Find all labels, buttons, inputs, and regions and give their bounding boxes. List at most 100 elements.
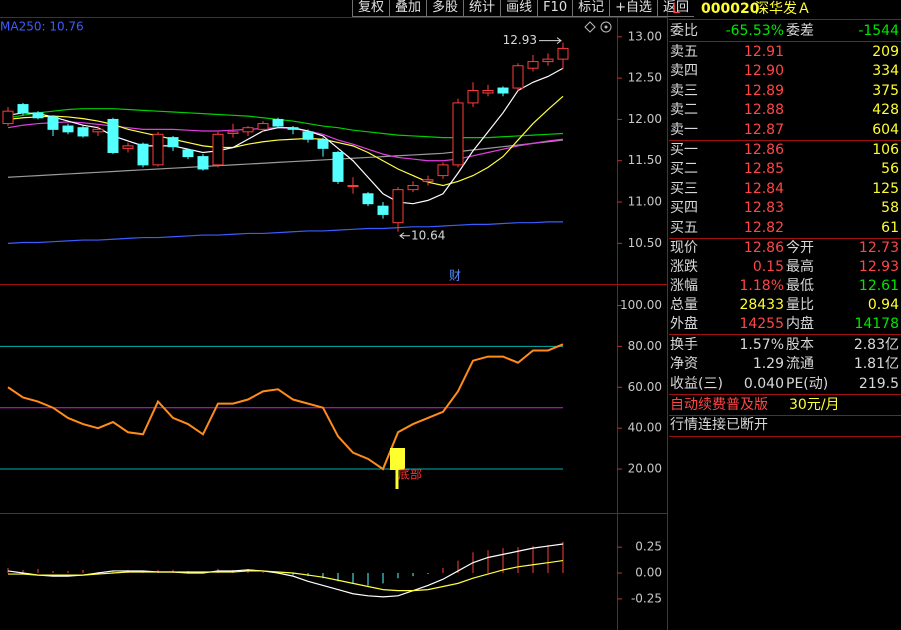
label: 卖一 <box>670 121 698 138</box>
y-tick-label: 20.00 <box>628 462 662 476</box>
series-line <box>7 543 564 598</box>
toolbar-button[interactable]: 统计 <box>463 0 501 17</box>
separator <box>669 415 901 416</box>
toolbar-button[interactable]: 标记 <box>572 0 610 17</box>
candle-body <box>527 61 539 69</box>
candle-body <box>542 58 554 63</box>
separator <box>669 140 901 141</box>
y-tick-label: 11.50 <box>628 153 662 167</box>
price: 12.85 <box>743 161 784 177</box>
candle-body <box>212 133 224 166</box>
series-line <box>7 221 563 244</box>
value: 2.83亿 <box>853 336 899 353</box>
price: 12.90 <box>743 63 784 79</box>
value: 0.94 <box>867 297 899 314</box>
candle-body <box>437 164 449 177</box>
candle-body <box>407 185 419 191</box>
toolbar-button[interactable]: 返回 <box>657 0 695 17</box>
icon[interactable] <box>584 21 596 33</box>
value: -65.53% <box>725 22 784 39</box>
volume: 334 <box>872 63 899 79</box>
high-label: 12.93 <box>503 33 537 47</box>
label: 最高 <box>786 258 814 275</box>
toolbar-button[interactable]: +自选 <box>609 0 658 17</box>
toolbar-button[interactable]: 复权 <box>352 0 390 17</box>
candle-body <box>347 185 359 188</box>
toolbar-button[interactable]: 多股 <box>426 0 464 17</box>
price: 12.84 <box>743 180 784 197</box>
series-line <box>7 108 564 139</box>
y-tick-label: 10.50 <box>628 236 662 250</box>
label: 净资 <box>670 356 698 372</box>
y-tick-label: 12.00 <box>628 112 662 126</box>
candle-body <box>557 47 569 60</box>
stock-code: 000020 <box>701 0 760 17</box>
label: 卖四 <box>670 63 698 79</box>
y-tick-label: 0.00 <box>635 566 662 580</box>
toolbar-button[interactable]: F10 <box>537 0 573 17</box>
separator <box>669 238 901 239</box>
value: 219.5 <box>858 375 899 392</box>
series-line <box>7 343 564 471</box>
volume: 428 <box>872 102 899 118</box>
label: 买一 <box>670 141 698 158</box>
label: 涨跌 <box>670 258 698 275</box>
quote-panel: L 000020 深华发Ａ 委比 -65.53% 委差 -1544 卖五 12.91 209 卖四 1… <box>669 0 901 630</box>
price: 12.83 <box>743 200 784 216</box>
price: 12.88 <box>743 102 784 118</box>
candle-body <box>422 179 434 182</box>
annotation: 底部 <box>398 467 422 482</box>
candle-body <box>182 149 194 158</box>
y-tick-label: 40.00 <box>628 421 662 435</box>
stock-name: 深华发Ａ <box>755 0 811 17</box>
label: 委差 <box>786 22 814 39</box>
candle-body <box>377 205 389 215</box>
icon[interactable] <box>604 25 608 29</box>
y-tick-label: 11.00 <box>628 195 662 209</box>
volume: 125 <box>872 180 899 197</box>
candle-body <box>467 90 479 104</box>
candle-body <box>392 189 404 224</box>
series-line <box>7 95 564 187</box>
annotation: 财 <box>449 269 461 283</box>
label: 卖二 <box>670 102 698 118</box>
price: 12.82 <box>743 219 784 236</box>
label: 委比 <box>670 22 698 39</box>
low-arrow <box>399 232 410 240</box>
value: 12.61 <box>858 277 899 294</box>
label: 现价 <box>670 239 698 256</box>
y-tick-label: 0.25 <box>635 540 662 554</box>
value: 12.93 <box>858 258 899 275</box>
value: 12.73 <box>858 239 899 256</box>
toolbar-button[interactable]: 叠加 <box>389 0 427 17</box>
label: 涨幅 <box>670 277 698 294</box>
separator <box>669 436 901 437</box>
series-line <box>7 139 564 178</box>
value: 0.040 <box>743 375 784 392</box>
candle-body <box>17 104 29 114</box>
candle-body <box>2 110 14 125</box>
candle-body <box>137 143 149 166</box>
icon[interactable] <box>600 21 612 33</box>
separator <box>669 19 901 20</box>
candle-body <box>302 131 314 140</box>
y-tick-label: 60.00 <box>628 380 662 394</box>
y-tick-label: -0.25 <box>631 591 662 605</box>
ad-price: 30元/月 <box>789 396 840 413</box>
market: L <box>672 0 680 17</box>
candle-body <box>227 131 239 134</box>
label: 买二 <box>670 161 698 177</box>
label: 流通 <box>786 356 814 372</box>
candle-body <box>497 87 509 94</box>
label: 今开 <box>786 239 814 256</box>
value: 12.86 <box>743 239 784 256</box>
toolbar-button[interactable]: 画线 <box>500 0 538 17</box>
candle-body <box>317 139 329 149</box>
candle-body <box>272 118 284 127</box>
y-tick-label: 13.00 <box>628 29 662 43</box>
volume: 604 <box>872 121 899 138</box>
label: 总量 <box>670 297 698 314</box>
value: 0.15 <box>752 258 784 275</box>
label: 量比 <box>786 297 814 314</box>
volume: 375 <box>872 82 899 99</box>
